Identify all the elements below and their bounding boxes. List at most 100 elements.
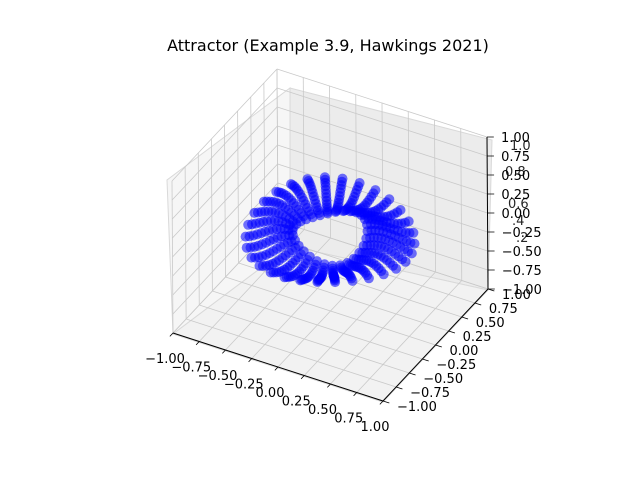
scatter-point	[395, 205, 406, 215]
streak-17	[240, 223, 298, 242]
scatter-point	[279, 272, 290, 283]
x-tick-mark-2	[222, 349, 226, 354]
grid-left-z-8	[171, 68, 278, 182]
grid-back-x-7	[460, 128, 463, 281]
scatter-point	[254, 260, 265, 271]
grid-floor-x-6	[330, 271, 436, 385]
grid-floor-y-4	[225, 276, 436, 346]
scatter-point	[265, 267, 276, 278]
x-tick-mark-7	[353, 392, 358, 397]
y-tick-mark-7	[474, 302, 482, 306]
y-tick-mark-6	[461, 316, 469, 320]
x-tick-mark-3	[248, 358, 253, 363]
z-tick-label-4: 0.00	[502, 207, 531, 222]
grid-left-y-5	[237, 110, 240, 264]
streak-24	[312, 259, 330, 287]
scatter-point	[370, 185, 381, 196]
y-tick-mark-4	[435, 344, 442, 348]
streak-22	[279, 251, 315, 283]
x-tick-label-6: 0.50	[308, 403, 337, 418]
z-tick-label-2: −0.50	[502, 245, 542, 260]
streak-26	[335, 260, 358, 286]
grid-left-z-7	[171, 87, 278, 201]
grid-back-z-5	[277, 125, 488, 195]
scatter-point	[408, 227, 419, 238]
scatter-point	[271, 186, 282, 197]
x-tick-label-3: −0.25	[224, 378, 264, 393]
tick-fragment-2: 1.0	[510, 139, 531, 154]
scatter-point	[241, 242, 252, 253]
grid-back-z-4	[277, 144, 488, 214]
scatter-point	[312, 277, 323, 287]
scatter-point	[337, 173, 348, 184]
tick-fragment-3: .4	[512, 214, 524, 229]
grid-back-z-8	[276, 68, 488, 138]
axes-ticks: −1.00−0.75−0.50−0.250.000.250.500.751.00…	[145, 131, 542, 435]
y-tick-mark-5	[448, 330, 456, 334]
x-tick-mark-5	[300, 375, 305, 380]
x-tick-mark-1	[195, 341, 200, 346]
grid-left-z-6	[171, 106, 278, 220]
scatter-point	[243, 219, 254, 230]
z-tick-label-8: 1.00	[501, 131, 530, 146]
x-tick-label-7: 0.75	[334, 412, 363, 427]
scatter-point	[384, 194, 395, 205]
scatter-point	[240, 231, 251, 242]
scatter-point	[249, 207, 260, 218]
x-tick-label-0: −1.00	[145, 352, 185, 367]
y-tick-label-4: 0.00	[450, 344, 479, 359]
x-tick-label-8: 1.00	[361, 420, 390, 435]
x-tick-mark-4	[274, 366, 279, 371]
z-tick-label-1: −0.75	[502, 264, 542, 279]
scatter-point	[391, 263, 402, 274]
scatter-point	[258, 196, 269, 207]
scatter-point	[406, 248, 417, 259]
z-tick-label-5: 0.25	[501, 188, 530, 203]
y-tick-label-8: 1.00	[502, 288, 531, 303]
tick-fragment-0: 0.6	[508, 197, 529, 212]
streak-23	[295, 256, 322, 286]
z-tick-label-7: 0.75	[501, 150, 530, 165]
grid-back-x-6	[434, 119, 436, 273]
scatter-point	[378, 269, 389, 280]
x-tick-label-4: 0.00	[256, 386, 285, 401]
scatter-points	[240, 172, 420, 288]
x-tick-mark-8	[379, 400, 384, 405]
streak-4	[359, 213, 414, 229]
streak-29	[354, 247, 402, 274]
x-tick-label-2: −0.50	[198, 369, 238, 384]
x-tick-label-5: 0.25	[282, 395, 311, 410]
grid-back-z-7	[277, 87, 488, 157]
tick-fragment-4: .2	[516, 231, 528, 246]
grid-left-z-5	[172, 125, 278, 239]
scatter-point	[319, 172, 330, 183]
y-tick-label-0: −1.00	[397, 400, 437, 415]
y-tick-mark-1	[396, 386, 403, 390]
streak-9	[330, 173, 348, 217]
scatter-point	[363, 273, 374, 284]
y-tick-label-3: −0.25	[436, 358, 476, 373]
streak-20	[254, 240, 304, 271]
tick-fragment-1: 0.8	[505, 165, 526, 180]
z-tick-label-0: −1.00	[502, 283, 542, 298]
x-tick-mark-6	[327, 383, 331, 388]
y-tick-label-5: 0.25	[463, 330, 492, 345]
y-tick-label-1: −0.75	[410, 386, 450, 401]
z-tick-label-6: 0.50	[501, 169, 530, 184]
scatter-point	[302, 174, 313, 185]
scatter-point	[286, 179, 296, 190]
z-tick-label-3: −0.25	[502, 226, 542, 241]
y-tick-mark-0	[382, 400, 390, 404]
streak-10	[319, 172, 333, 219]
y-tick-label-2: −0.50	[423, 372, 463, 387]
scatter-point	[409, 238, 420, 249]
streak-18	[241, 230, 298, 253]
streak-1	[361, 232, 417, 259]
x-tick-mark-0	[169, 332, 174, 337]
scatter-point	[347, 275, 358, 286]
y-tick-label-7: 0.75	[489, 302, 518, 317]
grid-back-z-6	[277, 106, 488, 176]
grid-left-z-4	[172, 144, 278, 258]
scatter-point	[295, 275, 306, 286]
